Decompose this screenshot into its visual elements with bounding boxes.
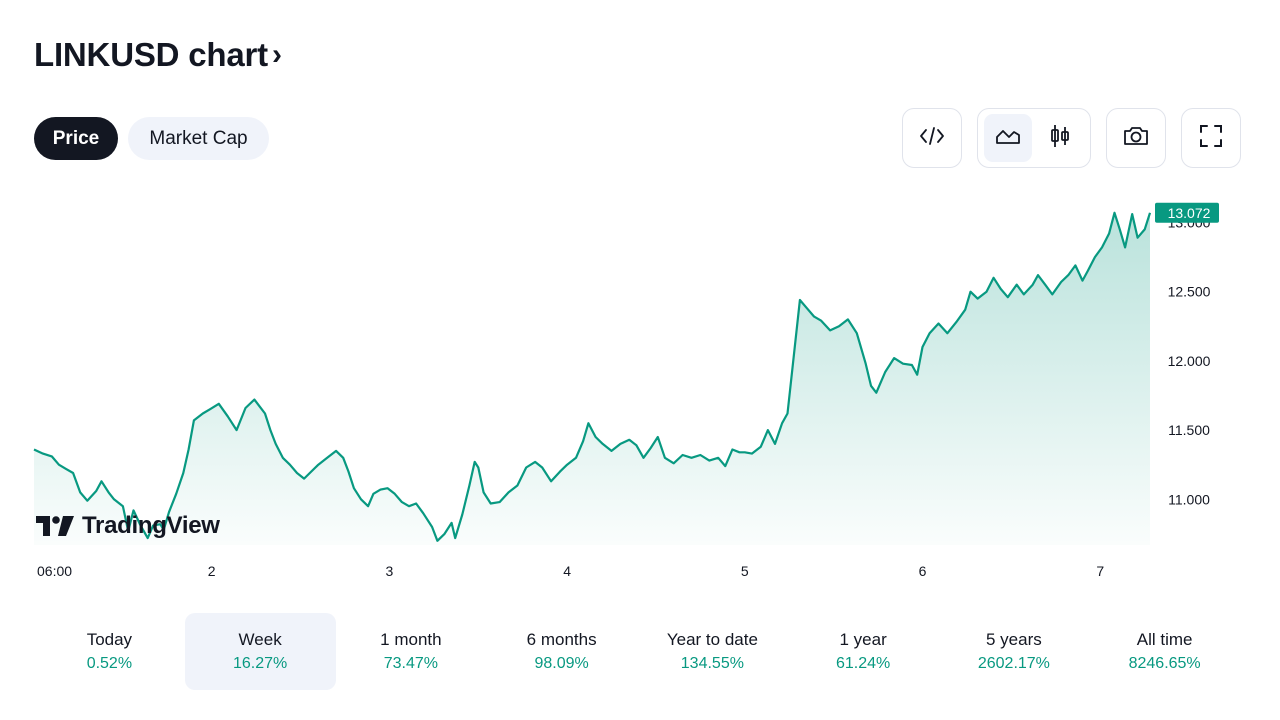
price-line	[33, 211, 1152, 542]
tradingview-logo-text: TradingView	[82, 512, 220, 539]
market-cap-toggle-button[interactable]: Market Cap	[128, 117, 269, 160]
embed-code-icon	[919, 125, 945, 152]
x-tick-label: 6	[919, 563, 927, 579]
fullscreen-button[interactable]	[1181, 108, 1241, 168]
period-tab[interactable]: Year to date 134.55%	[637, 613, 788, 690]
screenshot-button[interactable]	[1106, 108, 1166, 168]
period-change-value: 73.47%	[383, 655, 438, 672]
fullscreen-icon	[1198, 123, 1224, 154]
embed-button[interactable]	[902, 108, 962, 168]
period-tab[interactable]: 6 months 98.09%	[486, 613, 637, 690]
chevron-right-icon: ›	[271, 38, 282, 71]
page-title[interactable]: LINKUSD chart ›	[34, 36, 282, 74]
period-change-value: 0.52%	[86, 655, 133, 672]
period-change-value: 2602.17%	[977, 655, 1050, 672]
period-change-value: 98.09%	[534, 655, 589, 672]
x-tick-label: 5	[741, 563, 749, 579]
area-chart-icon	[994, 125, 1022, 152]
price-toggle-button[interactable]: Price	[34, 117, 118, 160]
period-tab[interactable]: 5 years 2602.17%	[939, 613, 1090, 690]
y-tick-label: 12.500	[1168, 284, 1211, 300]
period-label: 1 month	[380, 630, 442, 649]
chart-type-group	[977, 108, 1091, 168]
period-label: 1 year	[839, 630, 887, 649]
period-tab[interactable]: 1 year 61.24%	[788, 613, 939, 690]
x-tick-label: 7	[1096, 563, 1104, 579]
period-label: Year to date	[666, 630, 758, 649]
period-label: Today	[86, 630, 133, 649]
tradingview-logo[interactable]: TradingView	[36, 512, 220, 540]
period-performance-bar: Today 0.52% Week 16.27% 1 month 73.47% 6 month…	[34, 613, 1240, 690]
tradingview-logo-icon	[36, 516, 74, 536]
period-tab[interactable]: Week 16.27%	[184, 613, 336, 690]
period-tab[interactable]: Today 0.52%	[34, 613, 185, 690]
candlestick-chart-button[interactable]	[1036, 114, 1084, 162]
candlestick-icon	[1048, 123, 1072, 154]
period-change-value: 8246.65%	[1128, 655, 1201, 672]
last-price-badge: 13.072	[1155, 202, 1219, 223]
period-label: 5 years	[986, 630, 1042, 649]
period-change-value: 134.55%	[680, 655, 744, 672]
y-tick-label: 11.000	[1168, 491, 1210, 507]
period-change-value: 16.27%	[232, 655, 288, 672]
camera-icon	[1122, 124, 1150, 153]
price-area-fill	[34, 212, 1150, 546]
last-price-label: 13.072	[1168, 205, 1211, 221]
period-change-value: 61.24%	[835, 655, 891, 672]
x-tick-label: 06:00	[37, 563, 72, 579]
y-tick-label: 12.000	[1168, 353, 1211, 369]
period-label: Week	[238, 630, 282, 649]
period-label: All time	[1136, 630, 1193, 649]
period-label: 6 months	[526, 630, 597, 649]
period-tab[interactable]: All time 8246.65%	[1089, 613, 1240, 690]
y-tick-label: 11.500	[1168, 422, 1210, 438]
x-tick-label: 3	[386, 563, 394, 579]
chart-title: LINKUSD chart	[34, 36, 268, 73]
x-tick-label: 2	[208, 563, 216, 579]
x-tick-label: 4	[563, 563, 571, 579]
period-tab[interactable]: 1 month 73.47%	[336, 613, 487, 690]
area-chart-button[interactable]	[984, 114, 1032, 162]
